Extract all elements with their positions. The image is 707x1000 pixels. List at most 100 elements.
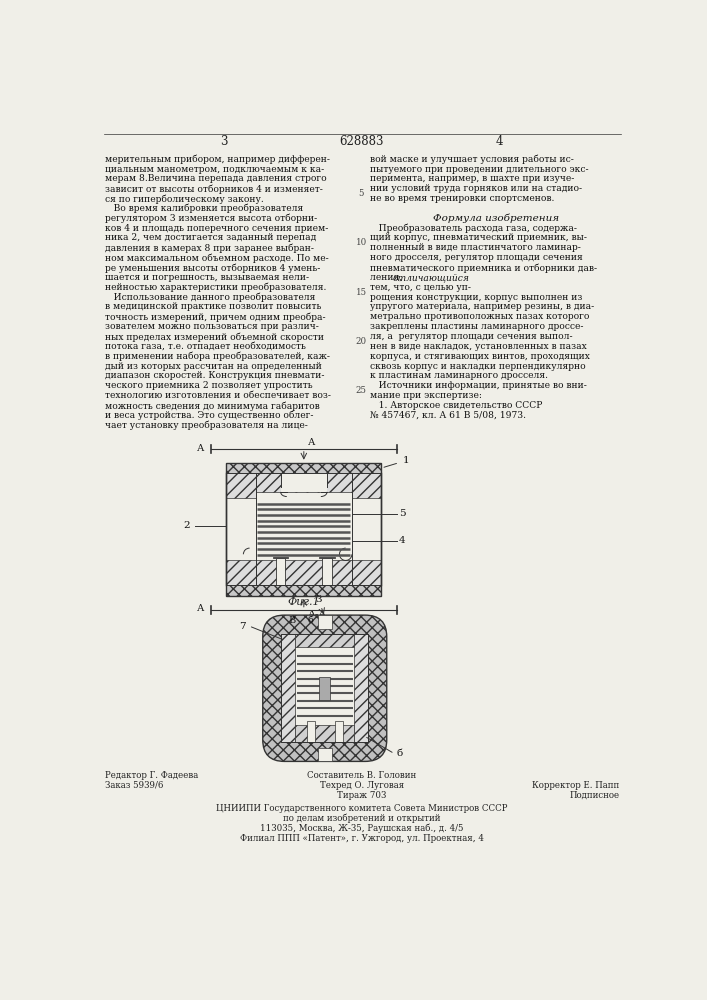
FancyBboxPatch shape xyxy=(263,615,387,761)
Text: 113035, Москва, Ж-35, Раушская наб., д. 4/5: 113035, Москва, Ж-35, Раушская наб., д. … xyxy=(260,824,464,833)
Polygon shape xyxy=(226,463,381,473)
Polygon shape xyxy=(226,473,256,498)
Text: диапазон скоростей. Конструкция пневмати-: диапазон скоростей. Конструкция пневмати… xyxy=(105,371,325,380)
Text: № 457467, кл. А 61 В 5/08, 1973.: № 457467, кл. А 61 В 5/08, 1973. xyxy=(370,411,527,420)
Text: тем, что, с целью уп-: тем, что, с целью уп- xyxy=(370,283,472,292)
Polygon shape xyxy=(281,473,327,492)
Text: 10: 10 xyxy=(356,238,367,247)
Text: 2: 2 xyxy=(184,521,190,530)
Text: В: В xyxy=(289,616,296,625)
Text: 5: 5 xyxy=(399,509,406,518)
Text: Редактор Г. Фадеева: Редактор Г. Фадеева xyxy=(105,771,199,780)
Text: ника 2, чем достигается заданный перепад: ника 2, чем достигается заданный перепад xyxy=(105,233,317,242)
Polygon shape xyxy=(226,463,381,596)
Text: пневматического приемника и отборники дав-: пневматического приемника и отборники да… xyxy=(370,263,597,273)
Text: циальным манометром, подключаемым к ка-: циальным манометром, подключаемым к ка- xyxy=(105,165,325,174)
Text: ков 4 и площадь поперечного сечения прием-: ков 4 и площадь поперечного сечения прие… xyxy=(105,224,329,233)
Polygon shape xyxy=(320,557,335,558)
Text: 25: 25 xyxy=(356,386,367,395)
Text: шается и погрешность, вызываемая нели-: шается и погрешность, вызываемая нели- xyxy=(105,273,310,282)
Text: Во время калибровки преобразователя: Во время калибровки преобразователя xyxy=(105,204,304,213)
Text: А-А: А-А xyxy=(308,610,327,619)
Text: рощения конструкции, корпус выполнен из: рощения конструкции, корпус выполнен из xyxy=(370,293,583,302)
Text: Техред О. Луговая: Техред О. Луговая xyxy=(320,781,404,790)
Text: и веса устройства. Это существенно облег-: и веса устройства. Это существенно облег… xyxy=(105,411,314,420)
Text: ля, а  регулятор площади сечения выпол-: ля, а регулятор площади сечения выпол- xyxy=(370,332,573,341)
Text: пытуемого при проведении длительного экс-: пытуемого при проведении длительного экс… xyxy=(370,165,589,174)
Polygon shape xyxy=(320,677,330,700)
Text: 628883: 628883 xyxy=(339,135,384,148)
Polygon shape xyxy=(256,473,352,492)
Text: 1: 1 xyxy=(403,456,409,465)
Text: щий корпус, пневматический приемник, вы-: щий корпус, пневматический приемник, вы- xyxy=(370,233,588,242)
Text: потока газа, т.е. отпадает необходимость: потока газа, т.е. отпадает необходимость xyxy=(105,342,306,351)
Text: можность сведения до минимума габаритов: можность сведения до минимума габаритов xyxy=(105,401,320,411)
Text: Филиал ППП «Патент», г. Ужгород, ул. Проектная, 4: Филиал ППП «Патент», г. Ужгород, ул. Про… xyxy=(240,834,484,843)
Text: Использование данного преобразователя: Использование данного преобразователя xyxy=(105,293,316,302)
Polygon shape xyxy=(296,634,354,647)
Text: ления,: ления, xyxy=(370,273,406,282)
Text: 4: 4 xyxy=(399,536,406,545)
Text: ном максимальном объемном расходе. По ме-: ном максимальном объемном расходе. По ме… xyxy=(105,253,329,263)
Text: ся по гиперболическому закону.: ся по гиперболическому закону. xyxy=(105,194,264,204)
Polygon shape xyxy=(276,558,285,585)
Text: в медицинской практике позволит повысить: в медицинской практике позволит повысить xyxy=(105,302,322,311)
Text: Заказ 5939/6: Заказ 5939/6 xyxy=(105,781,164,790)
Text: к пластинам ламинарного дросселя.: к пластинам ламинарного дросселя. xyxy=(370,371,549,380)
Polygon shape xyxy=(307,721,315,742)
Polygon shape xyxy=(273,557,288,558)
Text: 3: 3 xyxy=(221,135,228,148)
Text: нии условий труда горняков или на стадио-: нии условий труда горняков или на стадио… xyxy=(370,184,583,193)
Text: Преобразователь расхода газа, содержа-: Преобразователь расхода газа, содержа- xyxy=(370,224,578,233)
Text: Источники информации, принятые во вни-: Источники информации, принятые во вни- xyxy=(370,381,588,390)
Text: мерительным прибором, например дифферен-: мерительным прибором, например дифферен- xyxy=(105,155,330,164)
Text: 4: 4 xyxy=(496,135,503,148)
Text: мание при экспертизе:: мание при экспертизе: xyxy=(370,391,482,400)
Text: закреплены пластины ламинарного дроссе-: закреплены пластины ламинарного дроссе- xyxy=(370,322,584,331)
Polygon shape xyxy=(317,748,332,761)
Text: ЦНИИПИ Государственного комитета Совета Министров СССР: ЦНИИПИ Государственного комитета Совета … xyxy=(216,804,508,813)
Text: 7: 7 xyxy=(239,622,246,631)
Text: Корректор Е. Папп: Корректор Е. Папп xyxy=(532,781,619,790)
Text: технологию изготовления и обеспечивает воз-: технологию изготовления и обеспечивает в… xyxy=(105,391,332,400)
Text: нейностью характеристики преобразователя.: нейностью характеристики преобразователя… xyxy=(105,283,327,292)
Text: упругого материала, например резины, в диа-: упругого материала, например резины, в д… xyxy=(370,302,595,311)
Polygon shape xyxy=(335,721,343,742)
Text: Составитель В. Головин: Составитель В. Головин xyxy=(308,771,416,780)
Text: Формула изобретения: Формула изобретения xyxy=(433,214,559,223)
Text: б: б xyxy=(396,749,402,758)
Text: ре уменьшения высоты отборников 4 умень-: ре уменьшения высоты отборников 4 умень- xyxy=(105,263,321,273)
Text: ческого приемника 2 позволяет упростить: ческого приемника 2 позволяет упростить xyxy=(105,381,313,390)
Text: нен в виде накладок, установленных в пазах: нен в виде накладок, установленных в паз… xyxy=(370,342,588,351)
Text: ных пределах измерений объемной скорости: ных пределах измерений объемной скорости xyxy=(105,332,325,342)
Text: А: А xyxy=(308,438,315,447)
Text: точность измерений, причем одним преобра-: точность измерений, причем одним преобра… xyxy=(105,312,326,322)
Text: 5: 5 xyxy=(358,189,364,198)
Text: Тираж 703: Тираж 703 xyxy=(337,791,387,800)
Text: дый из которых рассчитан на определенный: дый из которых рассчитан на определенный xyxy=(105,362,322,371)
Text: полненный в виде пластинчатого ламинар-: полненный в виде пластинчатого ламинар- xyxy=(370,243,581,252)
Text: 3: 3 xyxy=(315,595,322,604)
Text: мерам 8.Величина перепада давления строго: мерам 8.Величина перепада давления строг… xyxy=(105,174,327,183)
Text: 20: 20 xyxy=(356,337,367,346)
Text: А: А xyxy=(197,604,204,613)
Text: ного дросселя, регулятор площади сечения: ного дросселя, регулятор площади сечения xyxy=(370,253,583,262)
Text: не во время тренировки спортсменов.: не во время тренировки спортсменов. xyxy=(370,194,555,203)
Text: по делам изобретений и открытий: по делам изобретений и открытий xyxy=(284,814,440,823)
Text: Подписное: Подписное xyxy=(569,791,619,800)
Text: зависит от высоты отборников 4 и изменяет-: зависит от высоты отборников 4 и изменяе… xyxy=(105,184,323,194)
Polygon shape xyxy=(317,615,332,629)
Polygon shape xyxy=(322,558,332,585)
Polygon shape xyxy=(226,585,381,596)
Text: б: б xyxy=(308,616,314,625)
Polygon shape xyxy=(296,725,354,742)
Polygon shape xyxy=(226,560,256,585)
Text: метрально противоположных пазах которого: метрально противоположных пазах которого xyxy=(370,312,590,321)
Text: А: А xyxy=(197,444,204,453)
Text: регулятором 3 изменяется высота отборни-: регулятором 3 изменяется высота отборни- xyxy=(105,214,317,223)
Text: 15: 15 xyxy=(356,288,367,297)
Text: перимента, например, в шахте при изуче-: перимента, например, в шахте при изуче- xyxy=(370,174,575,183)
Text: давления в камерах 8 при заранее выбран-: давления в камерах 8 при заранее выбран- xyxy=(105,243,315,253)
Polygon shape xyxy=(281,634,296,742)
Polygon shape xyxy=(352,473,381,498)
